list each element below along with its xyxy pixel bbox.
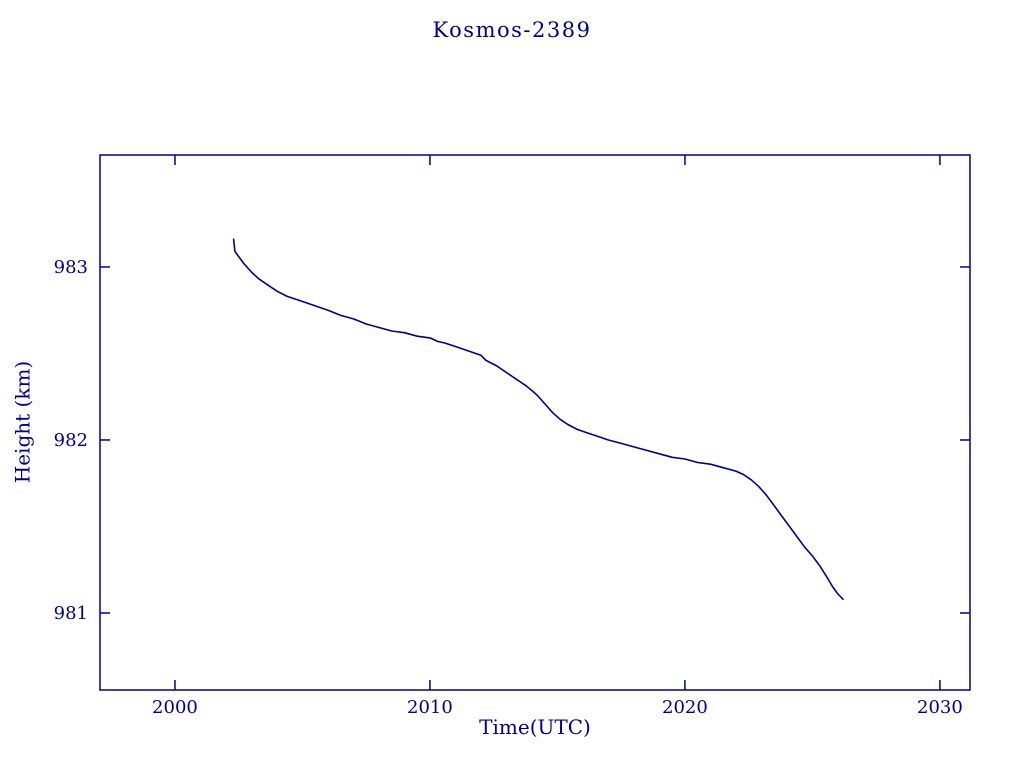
- y-tick-label: 983: [54, 257, 88, 278]
- x-tick-label: 2000: [152, 697, 198, 718]
- x-axis-label: Time(UTC): [479, 715, 591, 739]
- y-tick-label: 981: [54, 603, 88, 624]
- x-tick-label: 2030: [917, 697, 963, 718]
- y-tick-label: 982: [54, 430, 88, 451]
- x-tick-label: 2010: [407, 697, 453, 718]
- plot-frame: [99, 154, 971, 691]
- height-series-line: [232, 238, 844, 601]
- y-axis-label: Height (km): [10, 360, 35, 484]
- x-tick-label: 2020: [662, 697, 708, 718]
- chart-title: Kosmos-2389: [432, 18, 592, 42]
